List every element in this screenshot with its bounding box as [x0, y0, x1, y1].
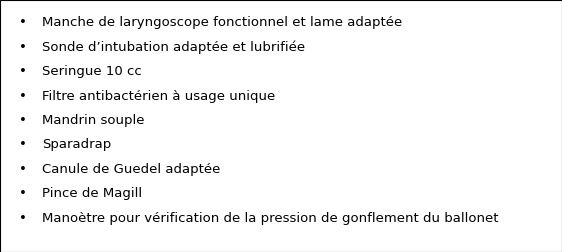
Text: •: •: [19, 187, 26, 200]
Text: Manoètre pour vérification de la pression de gonflement du ballonet: Manoètre pour vérification de la pressio…: [42, 212, 498, 225]
Text: Mandrin souple: Mandrin souple: [42, 114, 144, 127]
Text: •: •: [19, 212, 26, 225]
Text: Seringue 10 cc: Seringue 10 cc: [42, 65, 142, 78]
Text: •: •: [19, 65, 26, 78]
Text: •: •: [19, 89, 26, 103]
Text: Canule de Guedel adaptée: Canule de Guedel adaptée: [42, 163, 220, 176]
Text: Filtre antibactérien à usage unique: Filtre antibactérien à usage unique: [42, 89, 275, 103]
Text: Pince de Magill: Pince de Magill: [42, 187, 142, 200]
Text: •: •: [19, 138, 26, 151]
Text: •: •: [19, 114, 26, 127]
Text: Sparadrap: Sparadrap: [42, 138, 111, 151]
Text: Manche de laryngoscope fonctionnel et lame adaptée: Manche de laryngoscope fonctionnel et la…: [42, 16, 402, 29]
Text: •: •: [19, 16, 26, 29]
Text: Sonde d’intubation adaptée et lubrifiée: Sonde d’intubation adaptée et lubrifiée: [42, 40, 305, 54]
Text: •: •: [19, 163, 26, 176]
Text: •: •: [19, 41, 26, 54]
